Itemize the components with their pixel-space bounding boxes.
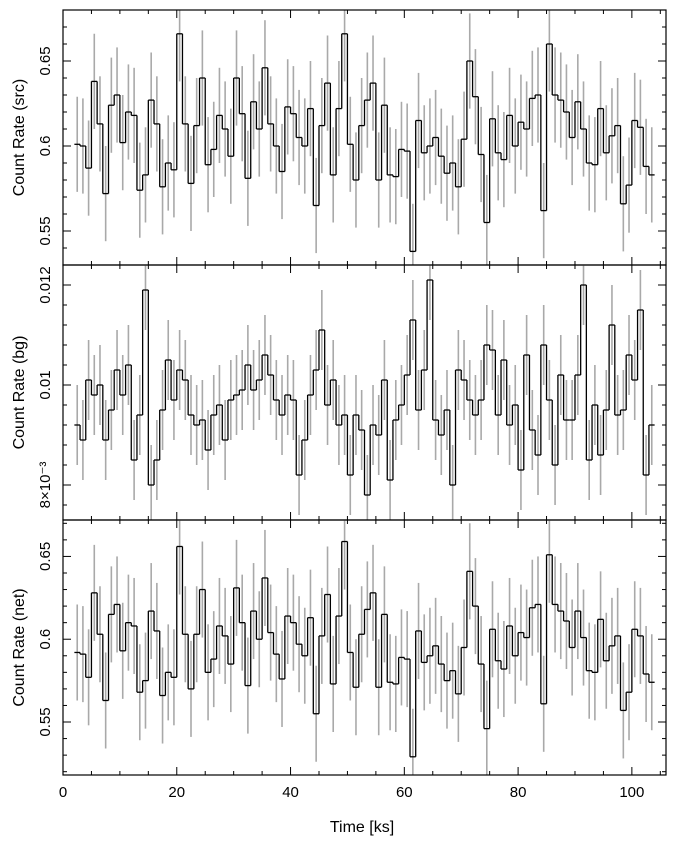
panel-frame	[62, 519, 667, 776]
y-tick-label: 0.6	[37, 629, 54, 650]
x-tick-label: 60	[396, 784, 413, 801]
y-tick-label: 0.65	[37, 542, 54, 571]
x-tick-labels: 0 20 40 60 80 100	[59, 784, 645, 801]
y-tick-label: 0.55	[37, 707, 54, 736]
y-axis-label: Count Rate (src)	[11, 79, 28, 196]
panel-data-2	[74, 265, 655, 520]
x-tick-label: 100	[619, 784, 644, 801]
y-tick-label: 0.01	[37, 370, 54, 399]
x-tick-label: 80	[510, 784, 527, 801]
x-axis-label: Time [ks]	[330, 819, 394, 836]
panel-2: 8×10⁻³ 0.01 0.012 Count Rate (bg)	[11, 264, 667, 521]
y-tick-label: 0.012	[37, 266, 54, 304]
panel-3: 0.55 0.6 0.65 Count Rate (net)	[11, 519, 667, 776]
y-tick-label: 0.55	[37, 216, 54, 245]
panel-1: 0.55 0.6 0.65 Count Rate (src)	[11, 9, 667, 266]
y-axis-label: Count Rate (bg)	[11, 336, 28, 450]
x-tick-label: 0	[59, 784, 67, 801]
x-tick-label: 40	[282, 784, 299, 801]
panel-data-1	[74, 10, 655, 265]
panel-data-3	[74, 520, 655, 775]
x-tick-label: 20	[168, 784, 185, 801]
y-tick-label: 0.65	[37, 46, 54, 75]
panels-group: 0.55 0.6 0.65 Count Rate (src) 8×10⁻³ 0.01 0.0…	[11, 9, 667, 801]
y-tick-label: 0.6	[37, 136, 54, 157]
y-tick-label: 8×10⁻³	[37, 462, 54, 509]
y-axis-label: Count Rate (net)	[11, 588, 28, 706]
